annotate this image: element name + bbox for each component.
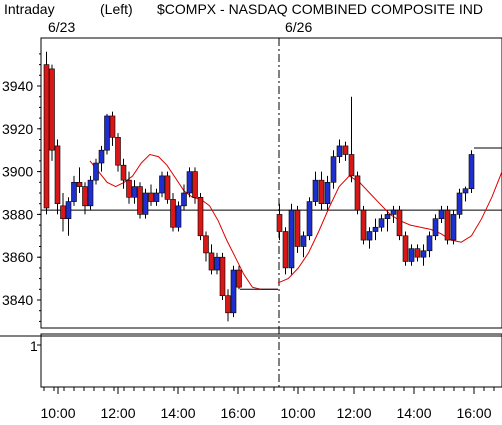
candle-up xyxy=(420,250,427,258)
candle-down xyxy=(282,231,289,269)
x-tick-label: 10:00 xyxy=(40,405,75,421)
x-tick-label: 10:00 xyxy=(280,405,315,421)
y-tick-label: 3840 xyxy=(2,292,33,308)
candle-up xyxy=(432,218,439,237)
lower-panel-frame xyxy=(40,333,502,388)
candle-up xyxy=(312,179,319,202)
candle-down xyxy=(164,175,171,200)
lower-panel-tick-label: 1 xyxy=(30,338,38,354)
candle-up xyxy=(288,209,295,269)
y-tick-label: 3940 xyxy=(2,78,33,94)
candle-down xyxy=(276,214,283,232)
candle-up xyxy=(468,154,475,190)
candle-down xyxy=(192,171,198,198)
candle-up xyxy=(71,182,77,202)
candle-down xyxy=(148,192,154,202)
candle-up xyxy=(366,231,373,241)
candle-up xyxy=(456,192,463,215)
candle-up xyxy=(462,188,469,194)
candle-up xyxy=(98,149,105,164)
candle-down xyxy=(348,154,355,177)
candle-up xyxy=(131,186,138,198)
side-label: (Left) xyxy=(100,1,133,17)
candle-down xyxy=(318,179,325,205)
candle-down xyxy=(294,209,301,247)
candle-up xyxy=(186,171,193,194)
candle-up xyxy=(230,269,237,314)
mode-label: Intraday xyxy=(4,1,55,17)
candle-down xyxy=(342,145,349,155)
candle-up xyxy=(324,182,331,205)
candle-down xyxy=(236,269,242,288)
candle-down xyxy=(49,68,55,151)
candle-up xyxy=(93,162,99,181)
candle-down xyxy=(170,199,176,228)
candle-down xyxy=(120,164,127,181)
y-tick-label: 3900 xyxy=(2,164,33,180)
candle-down xyxy=(43,64,50,209)
x-tick-label: 16:00 xyxy=(456,405,491,421)
candle-up xyxy=(300,235,307,247)
candle-up xyxy=(378,218,385,228)
chart-title: $COMPX - NASDAQ COMBINED COMPOSITE IND xyxy=(157,1,483,17)
candle-down xyxy=(402,235,409,262)
candle-up xyxy=(87,179,94,207)
candles-group xyxy=(43,51,502,322)
candle-up xyxy=(384,214,391,219)
candle-down xyxy=(208,252,215,271)
x-tick-label: 12:00 xyxy=(100,405,135,421)
candle-down xyxy=(109,115,116,138)
candle-down xyxy=(76,182,83,187)
y-tick-label: 3920 xyxy=(2,121,33,137)
candle-down xyxy=(203,235,209,254)
candle-up xyxy=(372,226,379,232)
candle-up xyxy=(153,192,160,202)
candle-up xyxy=(214,256,220,271)
candle-up xyxy=(408,248,415,262)
y-tick-label: 3860 xyxy=(2,249,33,265)
day-label-2: 6/26 xyxy=(285,19,312,35)
x-tick-label: 14:00 xyxy=(396,405,431,421)
lower-panel: 1 xyxy=(30,338,41,354)
candle-down xyxy=(219,256,226,297)
candle-down xyxy=(197,196,204,237)
candle-up xyxy=(142,192,149,215)
candle-down xyxy=(444,209,451,241)
candle-up xyxy=(159,175,165,194)
moving-average-day1 xyxy=(89,153,278,290)
day-label-1: 6/23 xyxy=(48,19,75,35)
candle-down xyxy=(137,186,143,215)
x-axis: 10:00 12:00 14:00 16:00 10:00 12:00 14:00 16:00 xyxy=(40,387,495,421)
x-tick-label: 16:00 xyxy=(220,405,255,421)
candle-down xyxy=(60,205,66,219)
candle-up xyxy=(438,209,445,219)
candle-up xyxy=(175,205,182,228)
candle-up xyxy=(390,209,397,215)
candle-up xyxy=(65,201,72,219)
candle-down xyxy=(82,186,88,207)
candle-up xyxy=(104,115,110,151)
candle-up xyxy=(336,145,343,157)
candle-up xyxy=(450,214,457,241)
candle-up xyxy=(426,235,433,252)
candle-down xyxy=(54,145,61,204)
candle-down xyxy=(115,137,121,166)
candle-down xyxy=(225,295,231,314)
price-panel-frame xyxy=(40,37,502,329)
candle-down xyxy=(360,209,367,241)
candle-down xyxy=(126,179,132,198)
candle-up xyxy=(306,201,313,237)
candle-up xyxy=(181,192,187,207)
candle-down xyxy=(414,248,421,258)
y-axis: 3840 3860 3880 3900 3920 3940 xyxy=(2,53,41,322)
candle-down xyxy=(354,175,361,211)
y-tick-label: 3880 xyxy=(2,206,33,222)
candle-down xyxy=(396,209,403,237)
x-tick-label: 12:00 xyxy=(336,405,371,421)
x-tick-label: 14:00 xyxy=(160,405,195,421)
candle-up xyxy=(330,156,337,183)
